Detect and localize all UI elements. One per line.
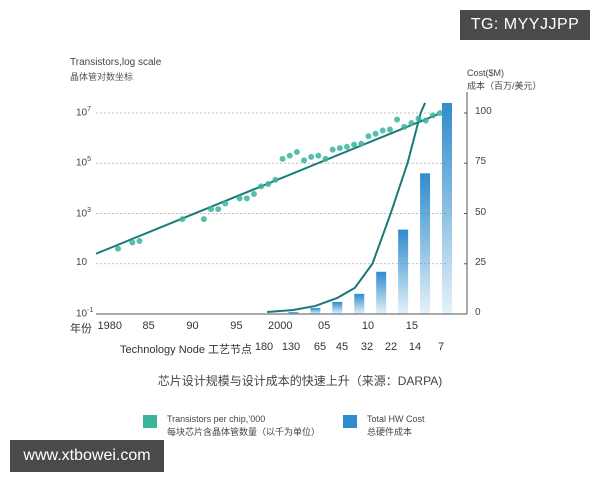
chart-caption: 芯片设计规模与设计成本的快速上升（来源：DARPA) [157,374,443,388]
node-tick-label: 22 [384,341,398,353]
transistor-point [265,180,272,187]
year-axis-label: 年份 [70,323,92,335]
left-axis-tick-label: 10-1 [76,307,94,320]
year-tick-label: 1980 [97,320,123,332]
left-axis-tick-label: 107 [76,106,92,119]
cost-bar [310,307,321,314]
right-axis-tick-label: 0 [475,307,481,318]
transistor-point [115,245,121,252]
transistor-point [129,239,136,246]
watermark-site: www.xtbowei.com [10,440,164,472]
transistor-point [437,110,443,116]
transistor-point [372,130,379,137]
transistor-point [358,140,365,147]
year-tick-label: 95 [230,320,243,332]
cost-bar [442,102,452,314]
transistor-point [308,153,315,160]
transistor-point [243,195,250,202]
right-axis-tick-label: 50 [475,206,487,218]
transistor-point [322,155,329,162]
node-tick-label: 130 [281,341,301,353]
transistor-point [200,216,207,223]
left-axis-subtitle: 晶体管对数坐标 [70,72,134,82]
transistor-point [293,149,300,156]
left-axis-tick-label: 10 [76,256,88,268]
transistor-point [394,116,401,123]
transistor-point [222,200,229,207]
right-axis-title: Cost($M) [467,68,505,78]
node-tick-label: 32 [360,341,374,353]
left-axis-tick-label: 103 [76,206,92,219]
transistor-point [279,155,286,162]
year-tick-label: 15 [405,320,419,332]
year-tick-label: 85 [142,320,155,332]
transistor-point [250,190,257,197]
transistor-point [272,176,279,183]
transistor-point [415,115,422,122]
year-tick-label: 90 [186,320,199,332]
transistor-point [236,195,243,202]
node-tick-label: 45 [335,341,349,353]
legend-swatch-cost [343,415,357,428]
transistor-point [329,146,336,153]
transistor-point [422,117,429,124]
transistor-point [379,127,386,134]
transistor-point [136,238,143,245]
transistor-point [401,123,408,130]
transistor-point [208,206,215,213]
year-tick-label: 2000 [268,320,293,332]
cost-bar [354,293,365,314]
transistor-point [429,112,436,119]
legend-label-cost: Total HW Cost [367,414,425,424]
right-axis-tick-label: 100 [475,106,492,117]
transistor-point [343,143,350,150]
cost-curve [267,102,426,313]
node-tick-label: 65 [313,341,327,353]
cost-bar [288,311,299,314]
right-axis-tick-label: 75 [475,156,487,168]
legend-swatch-transistors [143,415,157,428]
transistor-point [215,206,222,213]
transistor-point [336,145,343,152]
node-axis-label: Technology Node 工艺节点 [120,344,253,356]
transistor-point [315,152,322,159]
cost-bar [332,301,343,314]
transistor-point [408,119,415,126]
transistor-point [365,133,372,140]
year-tick-label: 05 [318,320,331,332]
left-axis-title: Transistors,log scale [70,57,162,68]
left-axis-tick-label: 105 [76,156,92,169]
transistor-point [351,141,358,148]
transistor-point [258,183,265,190]
transistor-point [286,152,293,159]
node-tick-label: 180 [254,341,274,353]
legend-label-transistors-cn: 每块芯片含晶体管数量（以千为单位） [167,427,321,437]
watermark-tag: TG: MYYJJPP [460,10,590,40]
right-axis-tick-label: 25 [475,256,487,268]
right-axis-subtitle: 成本（百万/美元） [467,81,542,91]
transistor-point [301,157,308,164]
cost-bar [398,229,409,314]
node-tick-label: 7 [437,341,445,353]
node-tick-label: 14 [408,341,422,353]
cost-bar [420,173,431,314]
legend-label-transistors: Transistors per chip,’000 [167,414,266,424]
year-tick-label: 10 [361,320,375,332]
legend-label-cost-cn: 总硬件成本 [367,427,413,437]
transistor-point [386,126,393,133]
transistor-point [179,216,186,223]
cost-bar [376,271,387,314]
